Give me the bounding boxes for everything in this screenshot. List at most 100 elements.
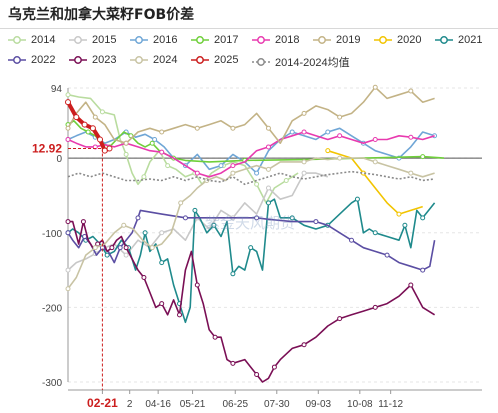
data-point: [97, 136, 104, 143]
data-point: [271, 364, 277, 370]
x-tick-label: 04-16: [145, 399, 171, 410]
y-tick-label: 94: [51, 84, 63, 95]
series-line: [68, 220, 436, 383]
legend-item[interactable]: 2022: [8, 54, 55, 66]
data-point: [65, 92, 71, 98]
data-point: [408, 170, 414, 176]
data-point: [92, 114, 98, 120]
legend-swatch-icon: [130, 36, 148, 44]
legend-label: 2019: [336, 34, 361, 46]
legend-swatch-icon: [313, 36, 331, 44]
data-point: [408, 134, 414, 140]
data-point: [230, 170, 236, 176]
data-point: [192, 207, 198, 213]
data-point: [121, 222, 127, 228]
series-line: [67, 170, 435, 186]
y-tick-label: -100: [42, 229, 62, 240]
y-tick-label: 0: [56, 154, 62, 165]
data-point: [372, 84, 378, 90]
data-point: [372, 304, 378, 310]
data-point: [230, 271, 236, 277]
data-point: [194, 170, 200, 176]
data-point: [408, 88, 414, 94]
data-point: [135, 215, 141, 221]
legend-item[interactable]: 2014-2024均值: [252, 54, 350, 70]
data-point: [337, 316, 343, 322]
data-point: [159, 149, 165, 155]
legend-label: 2024: [153, 54, 178, 66]
data-point: [109, 245, 115, 251]
legend-label: 2022: [31, 54, 56, 66]
legend-item[interactable]: 2018: [252, 34, 299, 46]
data-point: [420, 154, 426, 160]
legend-item[interactable]: 2019: [313, 34, 360, 46]
data-point: [177, 312, 183, 318]
data-point: [254, 215, 260, 221]
series-line: [66, 101, 111, 153]
series-line: [67, 131, 435, 178]
data-point: [212, 334, 218, 340]
data-point: [85, 129, 91, 135]
data-point: [101, 147, 108, 154]
data-point: [325, 148, 331, 154]
data-point: [218, 163, 224, 169]
legend-item[interactable]: 2025: [191, 54, 238, 66]
data-point: [254, 170, 260, 176]
chart-title: 乌克兰和加拿大菜籽FOB价差: [8, 7, 195, 23]
data-point: [301, 342, 307, 348]
data-point: [159, 260, 165, 266]
legend-swatch-icon: [252, 58, 270, 66]
data-point: [178, 200, 184, 206]
x-tick-label: 07-30: [264, 399, 290, 410]
legend-label: 2016: [153, 34, 178, 46]
legend-label: 2017: [214, 34, 239, 46]
legend-item[interactable]: 2023: [69, 54, 116, 66]
data-point: [123, 245, 129, 251]
data-point: [104, 252, 110, 258]
data-point: [301, 159, 307, 165]
data-point: [165, 163, 171, 169]
legend-item[interactable]: 2017: [191, 34, 238, 46]
data-point: [337, 133, 343, 139]
data-point: [265, 166, 271, 172]
legend-label: 2015: [92, 34, 117, 46]
data-point: [182, 215, 188, 221]
data-point: [372, 136, 378, 142]
legend-swatch-icon: [69, 36, 87, 44]
data-point: [372, 230, 378, 236]
data-point: [142, 230, 148, 236]
data-point: [123, 140, 129, 146]
legend-label: 2014: [31, 34, 56, 46]
legend-item[interactable]: 2015: [69, 34, 116, 46]
legend-item[interactable]: 2014: [8, 34, 55, 46]
data-point: [159, 301, 165, 307]
data-point: [325, 129, 331, 135]
x-tick-label: 09-03: [306, 399, 332, 410]
data-point: [159, 129, 165, 135]
y-tick-label: -200: [42, 303, 62, 314]
data-point: [248, 245, 254, 251]
data-point: [159, 230, 165, 236]
legend-item[interactable]: 2020: [374, 34, 421, 46]
legend-item[interactable]: 2024: [130, 54, 177, 66]
legend-swatch-icon: [252, 36, 270, 44]
title-divider: [0, 28, 498, 29]
legend-swatch-icon: [130, 56, 148, 64]
data-point: [73, 114, 80, 121]
current-value-label: 12.92: [32, 142, 62, 156]
data-point: [265, 200, 271, 206]
data-point: [211, 222, 217, 228]
legend-item[interactable]: 2021: [435, 34, 482, 46]
data-point: [265, 125, 271, 131]
data-point: [396, 211, 402, 217]
legend-label: 2023: [92, 54, 117, 66]
data-point: [194, 125, 200, 131]
series-line: [67, 86, 435, 144]
legend-item[interactable]: 2016: [130, 34, 177, 46]
data-point: [65, 219, 71, 225]
series-line: [67, 127, 435, 174]
data-point: [194, 282, 200, 288]
data-point: [95, 241, 101, 247]
data-point: [265, 144, 271, 150]
data-point: [354, 196, 360, 202]
